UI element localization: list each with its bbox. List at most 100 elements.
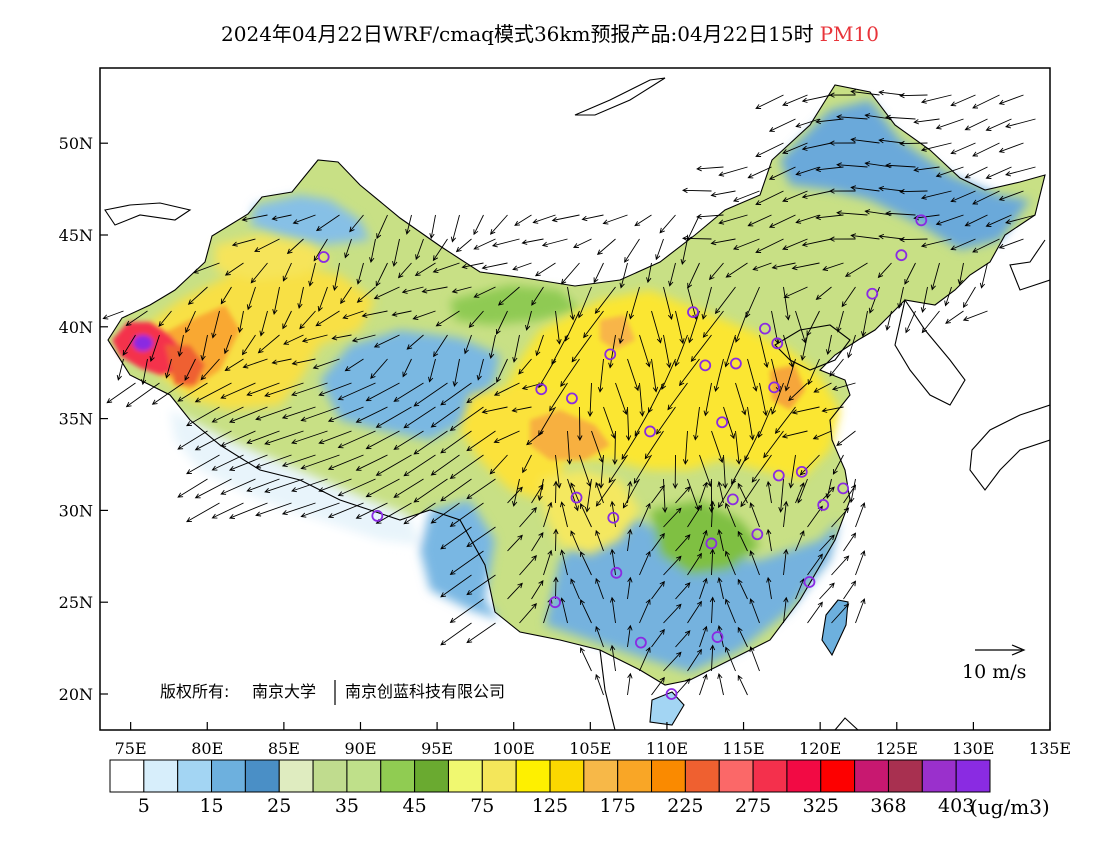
wind-arrow: [668, 262, 676, 287]
wind-arrow: [291, 430, 328, 445]
wind-arrow: [663, 286, 674, 320]
field-yellow-xj-north: [215, 235, 330, 280]
wind-arrow: [717, 625, 724, 648]
wind-arrow: [220, 286, 232, 305]
wind-arrow: [904, 262, 916, 285]
lat-tick-label: 35N: [59, 410, 93, 429]
wind-arrow: [511, 406, 532, 413]
wind-arrow: [297, 286, 304, 309]
wind-arrow: [699, 673, 708, 696]
wind-arrow: [412, 310, 436, 320]
colorbar-swatch: [278, 759, 314, 793]
wind-arrow: [619, 262, 628, 289]
wind-arrow: [747, 406, 755, 441]
field-yellow-sichuan: [540, 470, 640, 555]
wind-arrow: [855, 502, 866, 528]
lat-tick-label: 40N: [59, 318, 93, 337]
wind-arrow: [291, 478, 328, 493]
concentration-field: [108, 85, 1045, 685]
wind-arrow: [466, 526, 496, 548]
wind-arrow: [714, 286, 736, 315]
wind-arrow: [964, 214, 988, 227]
colorbar-swatch: [684, 759, 720, 793]
field-orange-ordos: [600, 315, 635, 350]
wind-arrow: [920, 286, 928, 313]
lon-tick-label: 125E: [876, 739, 918, 758]
colorbar-swatch: [346, 759, 382, 793]
wind-arrow: [327, 502, 364, 519]
wind-arrow: [200, 334, 208, 361]
wind-arrow: [612, 430, 618, 465]
wind-arrow: [440, 526, 472, 550]
wind-arrow: [493, 430, 520, 444]
station-marker: [803, 576, 816, 588]
wind-arrow: [920, 142, 952, 152]
wind-arrow: [708, 479, 715, 513]
wind-arrow: [709, 596, 716, 624]
wind-arrow: [639, 646, 651, 672]
colorbar-swatch: [109, 759, 145, 793]
station-marker: [817, 498, 830, 511]
wind-scale: 10 m/s: [962, 644, 1026, 683]
wind-arrow: [580, 646, 592, 672]
wind-arrow: [717, 673, 724, 696]
wind-arrow: [639, 502, 651, 528]
wind-arrow: [534, 262, 556, 277]
station-marker: [705, 537, 718, 550]
wind-arrow: [672, 454, 678, 489]
wind-arrow: [899, 236, 928, 243]
wind-arrow: [308, 262, 316, 287]
colorbar-tick-label: 15: [199, 795, 223, 817]
wind-arrow: [228, 454, 268, 471]
wind-arrow: [791, 406, 820, 415]
wind-arrow: [549, 382, 568, 412]
wind-arrow: [766, 576, 772, 600]
wind-arrow: [491, 238, 520, 248]
wind-arrow: [223, 334, 232, 355]
wind-arrow: [432, 238, 448, 262]
wind-arrow: [774, 406, 796, 434]
wind-arrow: [489, 214, 508, 235]
wind-arrow: [473, 286, 496, 298]
wind-arrow: [815, 118, 844, 125]
map-title: 2024年04月22日WRF/cmaq模式36km预报产品:04月22日15时 P…: [0, 18, 1100, 47]
wind-arrow: [241, 214, 268, 222]
copyright-org-nju: 南京大学: [252, 682, 316, 701]
wind-arrow: [246, 382, 280, 397]
wind-arrow: [231, 238, 256, 247]
colorbar-tick-label: 403: [938, 795, 974, 817]
field-orange-kashgar: [165, 345, 205, 385]
wind-arrow: [553, 576, 559, 600]
wind-arrow: [435, 310, 460, 327]
wind-arrow: [682, 235, 712, 242]
wind-arrow: [271, 214, 292, 221]
wind-arrow: [573, 238, 592, 248]
wind-arrow: [355, 502, 388, 519]
wind-arrow: [724, 646, 736, 672]
wind-arrow: [800, 334, 808, 361]
station-marker: [759, 322, 771, 335]
wind-arrow: [376, 214, 388, 240]
wind-arrow: [788, 454, 796, 489]
colorbar-tick-label: 175: [600, 795, 636, 817]
wind-arrow: [801, 238, 832, 247]
wind-arrow: [920, 190, 952, 200]
wind-arrow: [850, 137, 880, 144]
wind-arrow: [237, 310, 244, 334]
colorbar-swatch: [651, 759, 686, 793]
wind-arrow: [598, 454, 604, 489]
wind-arrow: [537, 478, 544, 502]
wind-arrow: [655, 238, 664, 261]
wind-arrow: [778, 478, 784, 513]
wind-arrow: [964, 118, 988, 131]
copyright-org-cl: 南京创蓝科技有限公司: [345, 682, 505, 701]
wind-arrow: [566, 430, 573, 465]
wind-arrow: [224, 358, 244, 372]
wind-arrow: [361, 310, 388, 318]
wind-arrow: [405, 214, 412, 235]
wind-arrow: [709, 644, 716, 672]
wind-arrow: [639, 550, 651, 576]
station-marker: [687, 306, 699, 319]
wind-arrow: [696, 165, 724, 172]
wind-arrow: [701, 286, 712, 320]
